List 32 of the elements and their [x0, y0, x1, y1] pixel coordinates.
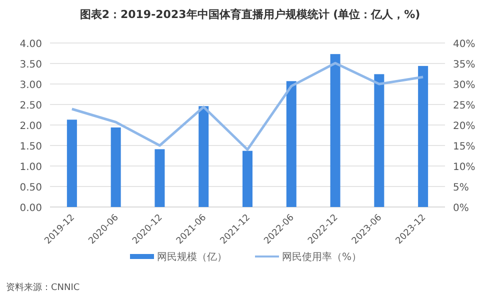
- y2-tick-label: 35%: [453, 60, 476, 70]
- y-tick-label: 4.00: [20, 39, 42, 50]
- bar: [242, 150, 252, 207]
- text: 资料来源：CNNIC: [6, 282, 80, 293]
- y2-tick-label: 15%: [453, 142, 476, 152]
- y2-tick-label: 5%: [453, 182, 469, 194]
- bar: [374, 74, 384, 207]
- y-tick-label: 1.00: [20, 162, 42, 173]
- bar: [110, 127, 121, 207]
- y-tick-label: 3.50: [20, 60, 42, 70]
- bar: [418, 66, 428, 207]
- y-tick-label: 0.50: [20, 182, 42, 194]
- y2-tick-label: 10%: [453, 162, 476, 173]
- y2-tick-label: 30%: [453, 80, 476, 91]
- y2-tick-label: 20%: [453, 121, 476, 132]
- chart-title: 图表2：2019-2023年中国体育直播用户规模统计 (单位：亿人，%): [80, 8, 420, 21]
- bar: [66, 120, 77, 207]
- y2-tick-label: 40%: [453, 39, 476, 50]
- bar: [198, 106, 209, 207]
- bar: [286, 81, 296, 207]
- y-tick-label: 0.00: [20, 203, 42, 214]
- line-series: [70, 62, 424, 151]
- bar: [154, 149, 165, 207]
- bar: [330, 54, 340, 207]
- y2-tick-label: 25%: [453, 100, 476, 112]
- y-tick-label: 3.00: [20, 80, 42, 91]
- legend-label: 网民使用率（%）: [282, 251, 362, 263]
- y-tick-label: 2.50: [20, 100, 42, 112]
- legend-label: 网民规模（亿）: [157, 251, 227, 263]
- y-tick-label: 2.00: [20, 121, 42, 132]
- y2-tick-label: 0%: [453, 203, 469, 214]
- y-tick-label: 1.50: [20, 142, 42, 152]
